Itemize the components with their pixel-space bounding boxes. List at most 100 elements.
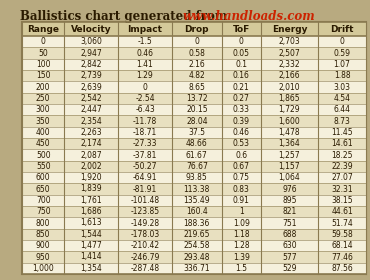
Text: 2,166: 2,166 — [279, 71, 300, 80]
Text: 11.45: 11.45 — [331, 128, 353, 137]
Text: 1,686: 1,686 — [81, 207, 102, 216]
Text: Range: Range — [27, 25, 59, 34]
Text: 37.5: 37.5 — [188, 128, 205, 137]
Text: 13.72: 13.72 — [186, 94, 208, 103]
Text: -287.48: -287.48 — [131, 264, 159, 273]
Text: 254.58: 254.58 — [184, 241, 210, 250]
Text: 900: 900 — [36, 241, 51, 250]
Text: 577: 577 — [282, 253, 297, 262]
Text: 1,364: 1,364 — [279, 139, 300, 148]
Text: 0.39: 0.39 — [233, 116, 250, 125]
Text: ToF: ToF — [233, 25, 250, 34]
Bar — [22, 240, 366, 251]
Text: 135.49: 135.49 — [184, 196, 210, 205]
Text: 2,639: 2,639 — [80, 83, 102, 92]
Bar — [22, 36, 366, 47]
Text: 750: 750 — [36, 207, 51, 216]
Bar — [22, 251, 366, 263]
Text: 2,354: 2,354 — [80, 116, 102, 125]
Text: 0.1: 0.1 — [235, 60, 247, 69]
Text: 50: 50 — [38, 48, 48, 57]
Text: 200: 200 — [36, 83, 50, 92]
Text: 1.39: 1.39 — [233, 253, 250, 262]
Text: 188.36: 188.36 — [184, 218, 210, 227]
Text: 27.07: 27.07 — [331, 173, 353, 182]
Text: -101.48: -101.48 — [131, 196, 159, 205]
Bar — [22, 81, 366, 93]
Text: 76.67: 76.67 — [186, 162, 208, 171]
Text: 8.73: 8.73 — [334, 116, 350, 125]
Text: 1,414: 1,414 — [81, 253, 102, 262]
Text: 1,157: 1,157 — [279, 162, 300, 171]
Text: -246.79: -246.79 — [130, 253, 160, 262]
Text: 3.03: 3.03 — [334, 83, 351, 92]
Text: 2,174: 2,174 — [81, 139, 102, 148]
Text: 2,703: 2,703 — [279, 37, 300, 46]
Text: 529: 529 — [282, 264, 297, 273]
Text: 2,263: 2,263 — [81, 128, 102, 137]
Text: 22.39: 22.39 — [331, 162, 353, 171]
Text: 6.44: 6.44 — [334, 105, 351, 114]
Bar — [22, 59, 366, 70]
Text: 0.53: 0.53 — [233, 139, 250, 148]
Text: 32.31: 32.31 — [331, 185, 353, 193]
Text: 1,839: 1,839 — [81, 185, 102, 193]
Text: 150: 150 — [36, 71, 50, 80]
Text: 0.33: 0.33 — [233, 105, 250, 114]
Text: -37.81: -37.81 — [133, 151, 157, 160]
Text: 1,600: 1,600 — [279, 116, 300, 125]
Bar — [22, 70, 366, 81]
Text: Drift: Drift — [330, 25, 354, 34]
Text: 4.54: 4.54 — [334, 94, 351, 103]
Text: 2,010: 2,010 — [279, 83, 300, 92]
Text: 14.61: 14.61 — [331, 139, 353, 148]
Text: -18.71: -18.71 — [133, 128, 157, 137]
Text: 44.61: 44.61 — [331, 207, 353, 216]
Text: 1,354: 1,354 — [80, 264, 102, 273]
Text: 2,332: 2,332 — [279, 60, 300, 69]
Text: -178.03: -178.03 — [130, 230, 159, 239]
Text: 0.46: 0.46 — [137, 48, 154, 57]
Text: 751: 751 — [282, 218, 297, 227]
Text: 0: 0 — [142, 83, 147, 92]
Text: 1,761: 1,761 — [81, 196, 102, 205]
Text: 336.71: 336.71 — [184, 264, 210, 273]
Text: 59.58: 59.58 — [331, 230, 353, 239]
Text: 0.91: 0.91 — [233, 196, 250, 205]
Text: 1.29: 1.29 — [137, 71, 154, 80]
Text: 1,613: 1,613 — [81, 218, 102, 227]
Text: 113.38: 113.38 — [184, 185, 210, 193]
Text: Energy: Energy — [272, 25, 307, 34]
Text: 2,739: 2,739 — [80, 71, 102, 80]
Text: 0: 0 — [194, 37, 199, 46]
Text: 61.67: 61.67 — [186, 151, 208, 160]
Text: 1,257: 1,257 — [279, 151, 300, 160]
Text: www.handloads.com: www.handloads.com — [183, 10, 316, 23]
Text: 976: 976 — [282, 185, 297, 193]
Text: 1.41: 1.41 — [137, 60, 154, 69]
Text: 1,064: 1,064 — [279, 173, 300, 182]
Text: 2,842: 2,842 — [81, 60, 102, 69]
Text: 51.74: 51.74 — [331, 218, 353, 227]
Bar — [22, 115, 366, 127]
Bar — [22, 195, 366, 206]
Text: 1.88: 1.88 — [334, 71, 350, 80]
Text: 0.46: 0.46 — [233, 128, 250, 137]
Text: -27.33: -27.33 — [133, 139, 157, 148]
Text: -50.27: -50.27 — [133, 162, 157, 171]
Text: 0: 0 — [239, 37, 244, 46]
Text: 293.48: 293.48 — [184, 253, 210, 262]
Text: 821: 821 — [282, 207, 296, 216]
Text: 0.59: 0.59 — [334, 48, 351, 57]
Text: 0.75: 0.75 — [233, 173, 250, 182]
Text: 300: 300 — [36, 105, 51, 114]
Text: 0.05: 0.05 — [233, 48, 250, 57]
Text: 1.5: 1.5 — [235, 264, 247, 273]
Bar — [22, 93, 366, 104]
Text: 1,477: 1,477 — [80, 241, 102, 250]
Text: 650: 650 — [36, 185, 51, 193]
Text: 700: 700 — [36, 196, 51, 205]
Text: 0.67: 0.67 — [233, 162, 250, 171]
Text: Impact: Impact — [128, 25, 162, 34]
Text: 950: 950 — [36, 253, 51, 262]
